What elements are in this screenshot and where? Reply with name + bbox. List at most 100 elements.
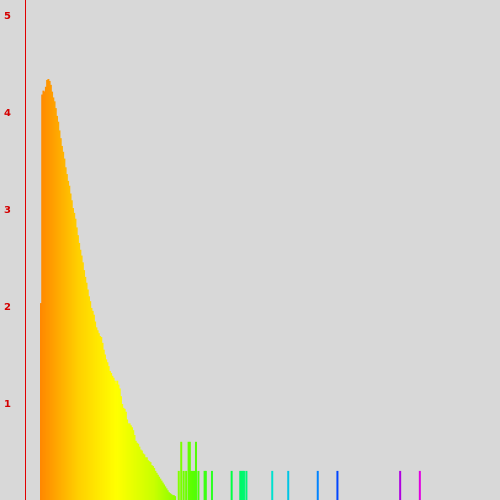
bar bbox=[55, 115, 58, 500]
bar bbox=[144, 457, 147, 500]
bar bbox=[166, 490, 169, 500]
bar bbox=[102, 349, 105, 500]
y-tick-labels: 1 2 3 4 5 bbox=[4, 11, 11, 410]
bar bbox=[242, 470, 245, 500]
bar bbox=[110, 372, 113, 500]
bar bbox=[151, 466, 154, 500]
bar bbox=[69, 193, 72, 500]
bar bbox=[95, 327, 98, 500]
bar bbox=[132, 430, 135, 500]
bar bbox=[156, 474, 159, 500]
bar bbox=[47, 79, 50, 500]
bar bbox=[60, 145, 63, 500]
bar bbox=[203, 470, 206, 500]
bar bbox=[108, 370, 111, 500]
bar bbox=[83, 270, 86, 500]
bar bbox=[51, 91, 54, 500]
bar bbox=[117, 384, 120, 500]
bar bbox=[126, 419, 129, 500]
bar bbox=[84, 276, 87, 500]
bar bbox=[74, 218, 77, 500]
bar bbox=[187, 441, 190, 500]
bar bbox=[163, 484, 165, 500]
bar bbox=[86, 289, 89, 500]
bar bbox=[78, 242, 81, 500]
bar bbox=[57, 121, 60, 500]
bar bbox=[97, 333, 100, 500]
bar bbox=[138, 446, 141, 500]
bar bbox=[67, 180, 70, 500]
bar bbox=[76, 235, 79, 500]
bar bbox=[43, 91, 46, 500]
y-tick-label: 1 bbox=[4, 399, 11, 410]
y-tick-label: 5 bbox=[4, 11, 11, 22]
bar bbox=[204, 470, 207, 500]
bar bbox=[149, 462, 152, 500]
bar bbox=[192, 470, 195, 500]
bar bbox=[106, 362, 109, 500]
bar bbox=[53, 101, 56, 500]
bar bbox=[75, 227, 78, 500]
bar bbox=[182, 470, 185, 500]
bar bbox=[154, 470, 157, 500]
bar bbox=[188, 441, 191, 500]
bar bbox=[127, 423, 130, 500]
bar bbox=[79, 249, 82, 500]
bar bbox=[134, 440, 137, 500]
bar bbox=[92, 314, 95, 500]
bar bbox=[241, 470, 244, 500]
bar bbox=[99, 336, 102, 500]
bar bbox=[164, 486, 167, 500]
bar bbox=[91, 310, 94, 500]
bar bbox=[124, 411, 127, 500]
y-tick-label: 4 bbox=[4, 108, 11, 119]
bar bbox=[193, 470, 196, 500]
bar bbox=[105, 359, 108, 500]
bar bbox=[153, 467, 156, 500]
bar bbox=[121, 403, 124, 500]
bar bbox=[59, 138, 62, 500]
bar bbox=[128, 423, 131, 500]
bar bbox=[399, 470, 402, 500]
bar bbox=[116, 380, 119, 500]
bar bbox=[119, 396, 122, 500]
bar bbox=[41, 94, 44, 500]
bar bbox=[89, 301, 92, 500]
bar bbox=[287, 470, 290, 500]
bar bbox=[111, 375, 114, 500]
bar bbox=[122, 407, 125, 500]
bar bbox=[336, 470, 339, 500]
bar bbox=[133, 435, 136, 500]
bar bbox=[87, 296, 90, 500]
bar bbox=[169, 493, 172, 500]
bar bbox=[245, 470, 248, 500]
bar bbox=[107, 366, 110, 500]
bar bbox=[96, 330, 99, 500]
bar bbox=[155, 472, 158, 500]
bar bbox=[161, 482, 164, 500]
bar bbox=[159, 478, 162, 500]
bar bbox=[240, 470, 243, 500]
bar bbox=[131, 427, 134, 500]
bar bbox=[44, 86, 47, 500]
bar bbox=[167, 492, 170, 500]
bar bbox=[316, 470, 319, 500]
bar bbox=[139, 449, 142, 500]
bar bbox=[148, 461, 151, 500]
bar bbox=[135, 442, 138, 500]
bar bbox=[90, 307, 93, 500]
bar bbox=[191, 470, 194, 500]
bar bbox=[197, 470, 200, 500]
bar bbox=[63, 158, 66, 500]
bar bbox=[100, 337, 103, 500]
bar bbox=[174, 496, 177, 500]
bar bbox=[171, 495, 174, 500]
bar bbox=[73, 212, 76, 500]
bar bbox=[94, 321, 97, 500]
bar bbox=[143, 454, 146, 500]
bar bbox=[71, 208, 74, 500]
bar bbox=[129, 425, 132, 500]
bar bbox=[194, 441, 197, 500]
